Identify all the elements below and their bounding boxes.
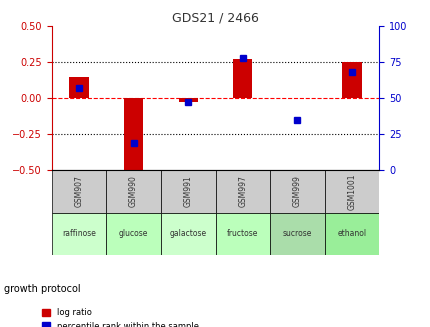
Bar [124,98,143,177]
Bar [342,62,361,98]
FancyBboxPatch shape [160,170,215,213]
FancyBboxPatch shape [52,170,106,213]
FancyBboxPatch shape [324,213,378,255]
Text: galactose: galactose [169,229,206,238]
Text: GSM990: GSM990 [129,175,138,207]
FancyBboxPatch shape [106,213,160,255]
Text: sucrose: sucrose [282,229,311,238]
Text: glucose: glucose [119,229,148,238]
FancyBboxPatch shape [270,213,324,255]
Text: GSM997: GSM997 [238,175,247,207]
Title: GDS21 / 2466: GDS21 / 2466 [172,12,258,25]
Text: GSM991: GSM991 [183,175,192,207]
FancyBboxPatch shape [106,170,160,213]
Text: raffinose: raffinose [62,229,96,238]
Text: GSM999: GSM999 [292,175,301,207]
FancyBboxPatch shape [215,170,270,213]
Legend: log ratio, percentile rank within the sample: log ratio, percentile rank within the sa… [39,305,202,327]
Bar [233,59,252,98]
Bar [69,77,89,98]
Text: ethanol: ethanol [337,229,366,238]
Bar [178,98,197,102]
Text: growth protocol: growth protocol [4,284,81,294]
FancyBboxPatch shape [324,170,378,213]
FancyBboxPatch shape [160,213,215,255]
Text: GSM1001: GSM1001 [347,173,356,210]
Text: fructose: fructose [227,229,258,238]
FancyBboxPatch shape [52,213,106,255]
Text: GSM907: GSM907 [74,175,83,207]
FancyBboxPatch shape [215,213,270,255]
FancyBboxPatch shape [270,170,324,213]
